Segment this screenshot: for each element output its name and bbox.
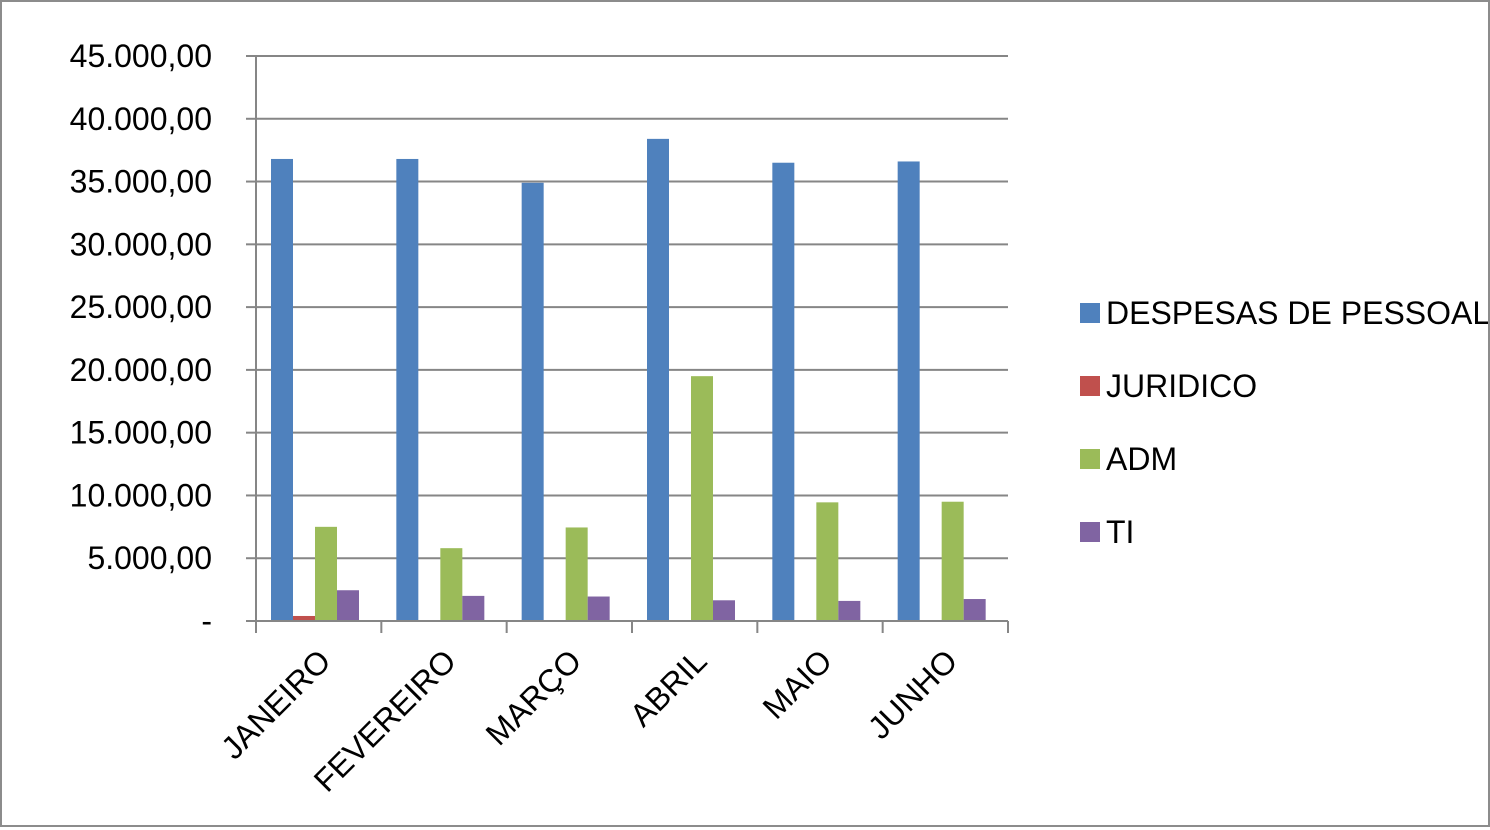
- bar-ti-março: [587, 596, 610, 621]
- y-tick-label: 5.000,00: [87, 540, 212, 576]
- bar-despesas-de-pessoal-abril: [647, 138, 669, 621]
- legend-label: JURIDICO: [1106, 368, 1257, 404]
- bar-despesas-de-pessoal-março: [521, 182, 544, 622]
- legend-label: ADM: [1106, 441, 1177, 477]
- x-category-label: ABRIL: [623, 642, 714, 733]
- legend-swatch: [1080, 376, 1100, 396]
- y-tick-label: 25.000,00: [70, 289, 212, 325]
- bar-adm-janeiro: [315, 526, 337, 621]
- legend: DESPESAS DE PESSOAL JURIDICO ADM TI: [1080, 295, 1490, 550]
- y-tick-label: 40.000,00: [70, 101, 212, 137]
- bar-ti-junho: [963, 599, 986, 621]
- bar-despesas-de-pessoal-fevereiro: [396, 158, 419, 621]
- y-tick-label: 30.000,00: [70, 226, 212, 262]
- gridlines: [256, 55, 1008, 560]
- bar-despesas-de-pessoal-junho: [897, 161, 920, 621]
- x-category-label: MARÇO: [479, 642, 589, 752]
- legend-label: DESPESAS DE PESSOAL: [1106, 295, 1488, 331]
- bar-adm-abril: [691, 376, 713, 621]
- bar-ti-janeiro: [337, 590, 359, 621]
- bar-adm-março: [565, 527, 588, 621]
- bar-juridico-janeiro: [293, 615, 315, 621]
- legend-swatch: [1080, 522, 1100, 542]
- y-tick-label: -: [201, 603, 212, 639]
- y-tick-label: 20.000,00: [70, 352, 212, 388]
- bar-adm-maio: [816, 502, 839, 621]
- bar-adm-fevereiro: [440, 548, 463, 621]
- y-tick-label: 45.000,00: [70, 38, 212, 74]
- bar-adm-junho: [941, 501, 964, 621]
- legend-swatch: [1080, 303, 1100, 323]
- x-category-label: JUNHO: [861, 642, 964, 745]
- y-tick-label: 10.000,00: [70, 477, 212, 513]
- x-category-label: MAIO: [756, 642, 839, 725]
- y-tick-label: 15.000,00: [70, 415, 212, 451]
- bar-ti-maio: [838, 600, 861, 621]
- x-category-label: JANEIRO: [214, 642, 338, 766]
- bars: [271, 138, 986, 622]
- y-tick-label: 35.000,00: [70, 164, 212, 200]
- bar-ti-abril: [713, 600, 735, 621]
- legend-swatch: [1080, 449, 1100, 469]
- bar-despesas-de-pessoal-maio: [772, 162, 795, 621]
- bar-ti-fevereiro: [462, 595, 485, 621]
- bar-despesas-de-pessoal-janeiro: [271, 158, 293, 621]
- legend-label: TI: [1106, 514, 1134, 550]
